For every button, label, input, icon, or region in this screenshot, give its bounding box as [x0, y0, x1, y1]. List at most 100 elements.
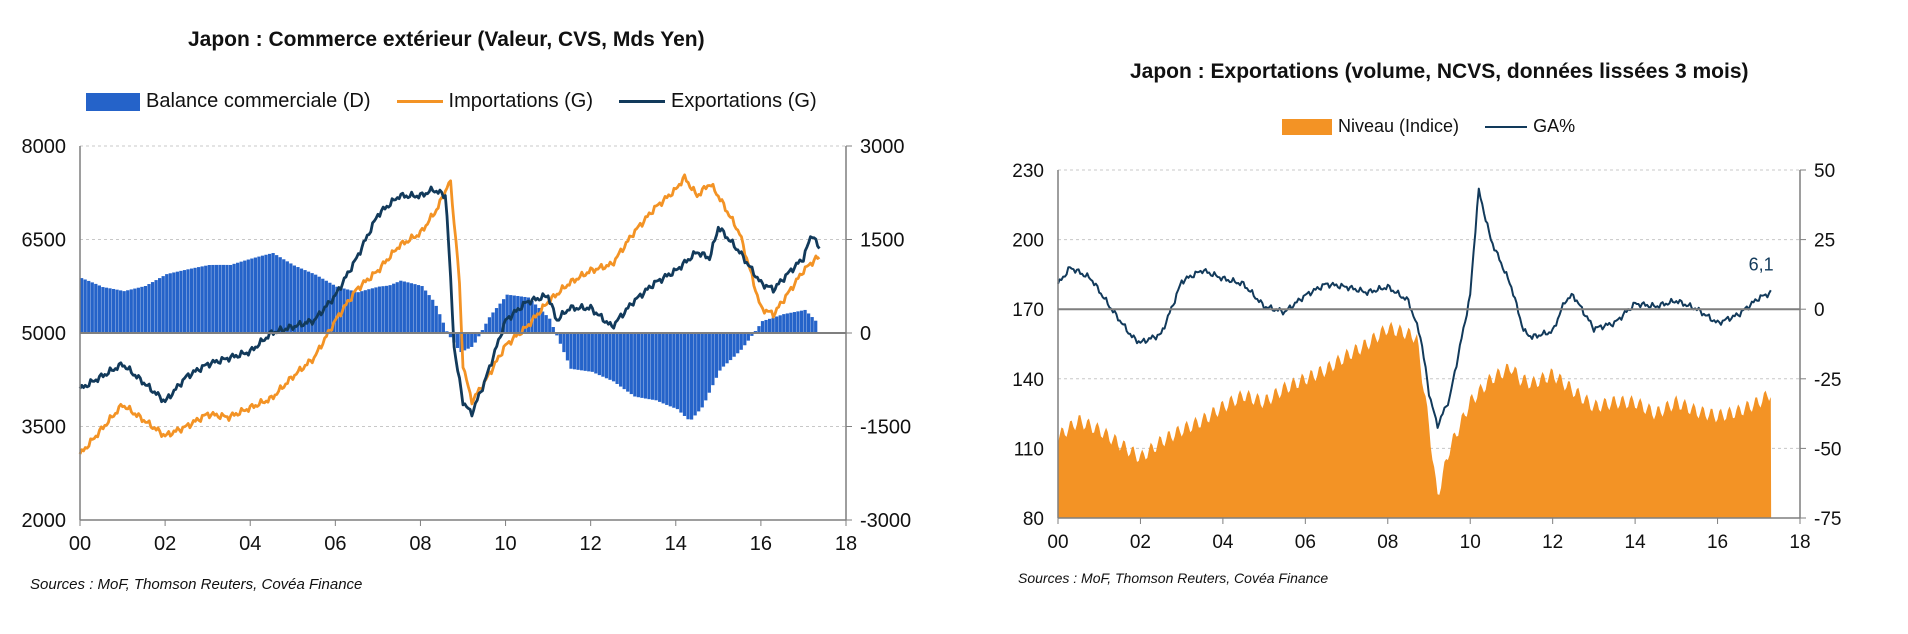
- balance-bar: [402, 281, 406, 333]
- balance-bar: [413, 284, 417, 333]
- balance-bar: [154, 280, 158, 333]
- balance-bar: [186, 269, 190, 333]
- y-left-tick-label: 5000: [22, 323, 67, 345]
- balance-bar: [275, 255, 279, 333]
- balance-bar: [760, 321, 765, 333]
- balance-bar: [799, 310, 804, 333]
- balance-bar: [204, 265, 208, 333]
- y-left-tick-label: 170: [1012, 300, 1044, 321]
- y-right-tick-label: -75: [1814, 509, 1841, 530]
- y-left-tick-label: 3500: [22, 417, 67, 439]
- chart2-legend: Niveau (Indice) GA%: [1282, 116, 1601, 137]
- balance-bar: [704, 333, 708, 401]
- balance-bar: [292, 265, 297, 333]
- balance-bar: [512, 295, 516, 333]
- balance-bar: [303, 270, 307, 333]
- balance-bar: [384, 285, 389, 333]
- balance-bar: [260, 255, 265, 333]
- balance-bar: [767, 318, 772, 333]
- balance-bar: [250, 258, 254, 333]
- balance-bar: [806, 313, 811, 333]
- x-tick-label: 06: [324, 533, 346, 555]
- balance-bar: [615, 333, 619, 384]
- y-right-tick-label: 3000: [860, 136, 905, 158]
- balance-bar: [94, 283, 98, 333]
- exports-volume-chart: Japon : Exportations (volume, NCVS, donn…: [990, 0, 1908, 634]
- balance-bar: [285, 261, 289, 333]
- x-tick-label: 18: [1789, 532, 1810, 553]
- balance-bar: [764, 319, 768, 333]
- balance-bar: [548, 318, 552, 333]
- balance-bar: [544, 315, 548, 333]
- balance-bar: [264, 254, 268, 333]
- balance-bar: [491, 312, 495, 333]
- balance-bar: [739, 333, 743, 350]
- balance-bar: [423, 290, 428, 333]
- balance-bar: [377, 286, 382, 333]
- balance-bar: [477, 333, 481, 337]
- balance-bar: [473, 333, 477, 343]
- balance-bar: [789, 312, 793, 333]
- balance-bar: [406, 282, 410, 333]
- balance-bar: [640, 333, 644, 398]
- balance-bar: [420, 286, 424, 333]
- y-right-tick-label: -25: [1814, 370, 1841, 391]
- balance-bar: [771, 317, 775, 333]
- balance-bar: [306, 271, 311, 333]
- x-tick-label: 00: [1047, 532, 1068, 553]
- balance-bar: [101, 287, 105, 333]
- trade-chart: Japon : Commerce extérieur (Valeur, CVS,…: [0, 0, 950, 634]
- chart2-source: Sources : MoF, Thomson Reuters, Covéa Fi…: [1018, 570, 1329, 586]
- balance-bar: [569, 333, 573, 369]
- balance-bar: [643, 333, 648, 399]
- balance-bar: [175, 271, 179, 333]
- x-tick-label: 04: [239, 533, 261, 555]
- balance-bar: [658, 333, 662, 402]
- balance-bar: [601, 333, 605, 377]
- balance-bar: [122, 291, 126, 333]
- balance-bar: [604, 333, 609, 379]
- x-tick-label: 04: [1212, 532, 1234, 553]
- x-tick-label: 12: [580, 533, 602, 555]
- balance-bar: [505, 294, 509, 333]
- balance-bar: [267, 253, 272, 333]
- balance-bar: [126, 290, 130, 333]
- balance-bar: [594, 333, 598, 374]
- balance-bar: [455, 333, 460, 348]
- balance-bar: [509, 295, 513, 333]
- chart1-title: Japon : Commerce extérieur (Valeur, CVS,…: [188, 28, 705, 51]
- balance-bar: [289, 263, 293, 333]
- balance-bar: [448, 333, 453, 338]
- y-left-tick-label: 2000: [22, 510, 67, 532]
- x-tick-label: 08: [1377, 532, 1398, 553]
- balance-bar: [282, 259, 286, 333]
- balance-bar: [136, 287, 140, 333]
- y-left-tick-label: 8000: [22, 136, 67, 158]
- legend-ga: GA%: [1485, 116, 1575, 137]
- balance-bar: [470, 333, 474, 347]
- balance-bar: [551, 327, 555, 333]
- x-tick-label: 14: [1625, 532, 1647, 553]
- balance-bar: [328, 282, 332, 333]
- balance-bar: [725, 333, 729, 364]
- balance-bar: [140, 286, 144, 333]
- legend-ga-swatch: [1485, 125, 1528, 128]
- balance-bar: [650, 333, 655, 400]
- balance-bar: [750, 333, 754, 336]
- balance-bar: [211, 264, 215, 333]
- balance-bar: [271, 253, 275, 333]
- balance-bar: [796, 311, 800, 333]
- balance-bar: [335, 286, 339, 333]
- balance-bar: [697, 333, 701, 412]
- balance-bar: [239, 261, 243, 333]
- x-tick-label: 02: [154, 533, 176, 555]
- series-line-importationsg: [78, 173, 821, 455]
- balance-bar: [572, 333, 577, 370]
- chart1-source: Sources : MoF, Thomson Reuters, Covéa Fi…: [30, 576, 363, 593]
- balance-bar: [810, 317, 814, 333]
- balance-bar: [785, 313, 789, 333]
- balance-bar: [555, 333, 559, 336]
- legend-imports-swatch: [396, 100, 443, 103]
- balance-bar: [675, 333, 680, 410]
- legend-level: Niveau (Indice): [1282, 116, 1459, 137]
